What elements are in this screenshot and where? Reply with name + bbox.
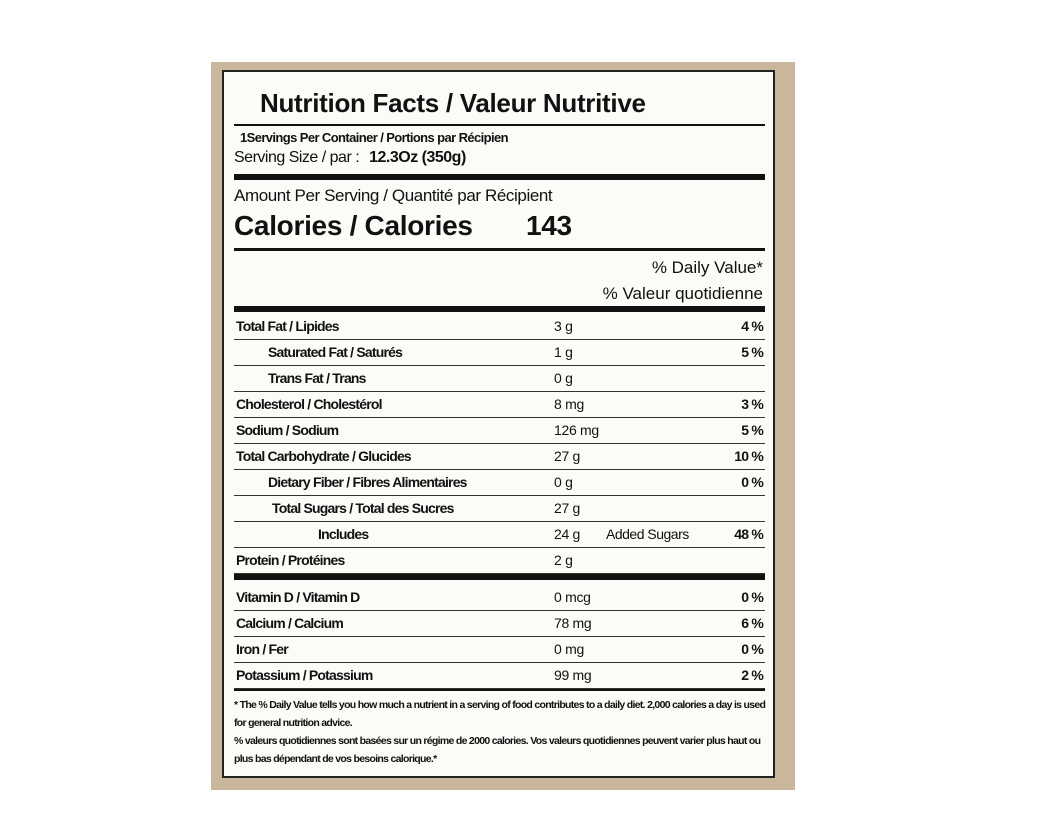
- nutrient-amount: 0 mg: [554, 641, 584, 657]
- footnote-en: * The % Daily Value tells you how much a…: [234, 699, 766, 729]
- serving-size: Serving Size / par : 12.3Oz (350g): [234, 149, 466, 167]
- servings-per-container: 1Servings Per Container / Portions par R…: [240, 130, 509, 145]
- nutrient-daily-value: 6 %: [741, 615, 764, 631]
- footnote-fr: % valeurs quotidiennes sont basées sur u…: [234, 735, 761, 765]
- nutrient-amount: 27 g: [554, 500, 581, 516]
- nutrient-amount: 78 mg: [554, 615, 592, 631]
- divider: [234, 248, 765, 251]
- calories-label: Calories / Calories: [234, 210, 473, 241]
- daily-value-header: % Daily Value*: [651, 258, 763, 277]
- divider: [234, 124, 765, 126]
- nutrient-amount: 1 g: [554, 344, 573, 360]
- nutrient-name: Sodium / Sodium: [236, 422, 339, 438]
- nutrient-amount: 2 g: [554, 552, 573, 568]
- divider: [234, 689, 765, 691]
- label-title: Nutrition Facts / Valeur Nutritive: [260, 88, 646, 118]
- nutrient-row: Trans Fat / Trans 0 g: [234, 365, 765, 392]
- nutrient-amount: 0 g: [554, 370, 573, 386]
- nutrient-row: Total Carbohydrate / Glucides 27 g 10 %: [234, 443, 765, 470]
- nutrient-amount: 99 mg: [554, 667, 592, 683]
- nutrient-name: Iron / Fer: [236, 641, 289, 657]
- nutrient-daily-value: 10 %: [734, 448, 764, 464]
- divider: [234, 306, 765, 312]
- divider: [234, 174, 765, 180]
- nutrient-amount: 0 mcg: [554, 589, 591, 605]
- nutrient-amount: 8 mg: [554, 396, 584, 412]
- nutrient-name: Potassium / Potassium: [236, 667, 373, 683]
- calories-value: 143: [526, 210, 572, 241]
- nutrition-label: Nutrition Facts / Valeur Nutritive 1Serv…: [222, 70, 775, 778]
- nutrient-row: Protein / Protéines 2 g: [234, 547, 765, 574]
- nutrient-amount: 24 g: [554, 526, 581, 542]
- nutrient-daily-value: 2 %: [741, 667, 764, 683]
- nutrient-row: Saturated Fat / Saturés 1 g 5 %: [234, 339, 765, 366]
- nutrient-row: Total Fat / Lipides 3 g 4 %: [234, 313, 765, 340]
- nutrient-daily-value: 3 %: [741, 396, 764, 412]
- nutrient-name: Cholesterol / Cholestérol: [236, 396, 383, 412]
- added-sugars-label: Added Sugars: [606, 526, 689, 542]
- nutrient-daily-value: 5 %: [741, 422, 764, 438]
- nutrient-row: Includes 24 g 48 % Added Sugars: [234, 521, 765, 548]
- nutrient-daily-value: 4 %: [741, 318, 764, 334]
- nutrient-amount: 3 g: [554, 318, 573, 334]
- nutrient-row: Cholesterol / Cholestérol 8 mg 3 %: [234, 391, 765, 418]
- nutrient-daily-value: 0 %: [741, 589, 764, 605]
- nutrient-row: Sodium / Sodium 126 mg 5 %: [234, 417, 765, 444]
- nutrient-name: Calcium / Calcium: [236, 615, 344, 631]
- serving-size-value: 12.3Oz (350g): [369, 149, 466, 166]
- nutrient-daily-value: 5 %: [741, 344, 764, 360]
- nutrient-name: Vitamin D / Vitamin D: [236, 589, 360, 605]
- nutrient-daily-value: 48 %: [734, 526, 764, 542]
- nutrient-amount: 27 g: [554, 448, 581, 464]
- nutrient-row: Vitamin D / Vitamin D 0 mcg 0 %: [234, 584, 765, 611]
- nutrient-row: Total Sugars / Total des Sucres 27 g: [234, 495, 765, 522]
- nutrient-row: Iron / Fer 0 mg 0 %: [234, 636, 765, 663]
- valeur-quotidienne-header: % Valeur quotidienne: [602, 284, 763, 303]
- nutrient-row: Potassium / Potassium 99 mg 2 %: [234, 662, 765, 689]
- nutrient-daily-value: 0 %: [741, 474, 764, 490]
- nutrient-row: Calcium / Calcium 78 mg 6 %: [234, 610, 765, 637]
- nutrient-name: Dietary Fiber / Fibres Alimentaires: [268, 474, 467, 490]
- divider: [234, 574, 765, 580]
- nutrient-amount: 126 mg: [554, 422, 599, 438]
- nutrient-name: Total Carbohydrate / Glucides: [236, 448, 412, 464]
- nutrient-name: Total Fat / Lipides: [236, 318, 340, 334]
- nutrient-name: Total Sugars / Total des Sucres: [272, 500, 454, 516]
- nutrient-name: Protein / Protéines: [236, 552, 345, 568]
- nutrient-name: Saturated Fat / Saturés: [268, 344, 403, 360]
- serving-size-label: Serving Size / par :: [234, 149, 360, 166]
- nutrient-name: Includes: [318, 526, 369, 542]
- nutrient-amount: 0 g: [554, 474, 573, 490]
- nutrient-daily-value: 0 %: [741, 641, 764, 657]
- amount-per-serving: Amount Per Serving / Quantité par Récipi…: [234, 186, 553, 205]
- nutrient-row: Dietary Fiber / Fibres Alimentaires 0 g 0 …: [234, 469, 765, 496]
- nutrient-name: Trans Fat / Trans: [268, 370, 366, 386]
